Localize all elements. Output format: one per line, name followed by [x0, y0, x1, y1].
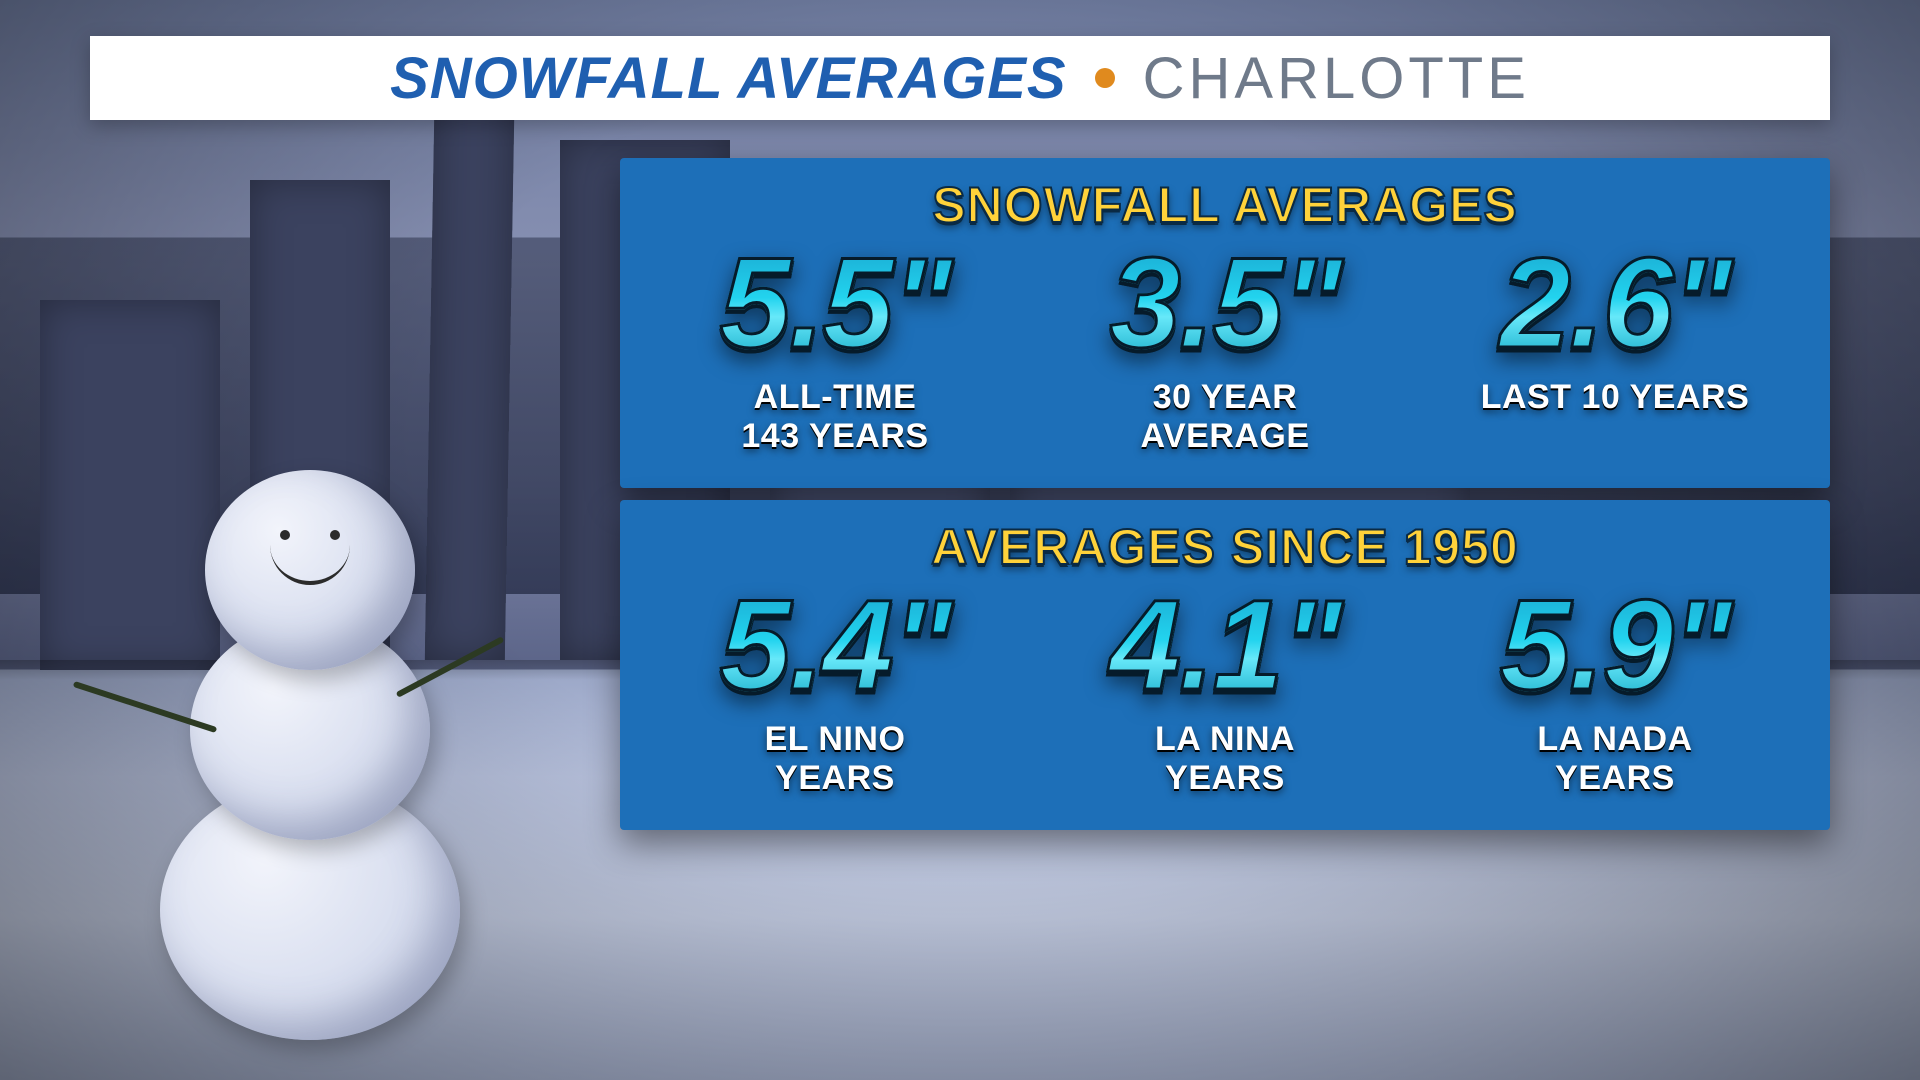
panel-averages-since-1950: AVERAGES SINCE 1950 5.4" EL NINO YEARS 4… — [620, 500, 1830, 830]
stat-value: 4.1" — [1038, 582, 1412, 710]
stat-label-line: ALL-TIME — [754, 378, 917, 416]
stat-label-line: YEARS — [1038, 759, 1412, 798]
stat-label: LA NINA YEARS — [1038, 720, 1412, 798]
stat-label: EL NINO YEARS — [648, 720, 1022, 798]
stat-label: LAST 10 YEARS — [1428, 378, 1802, 417]
stat-value: 3.5" — [1038, 240, 1412, 368]
title-bar: SNOWFALL AVERAGES CHARLOTTE — [90, 36, 1830, 120]
panel-title: SNOWFALL AVERAGES — [640, 176, 1810, 234]
stat-value: 5.9" — [1428, 582, 1802, 710]
stat-label-line: LA NADA — [1537, 720, 1692, 758]
stat-label-line: YEARS — [1428, 759, 1802, 798]
snowman-eye — [280, 530, 290, 540]
stat-label: ALL-TIME 143 YEARS — [648, 378, 1022, 456]
stat-col: 5.4" EL NINO YEARS — [640, 582, 1030, 798]
stat-col: 2.6" LAST 10 YEARS — [1420, 240, 1810, 417]
panel-columns: 5.4" EL NINO YEARS 4.1" LA NINA YEARS 5.… — [640, 582, 1810, 798]
stat-col: 4.1" LA NINA YEARS — [1030, 582, 1420, 798]
stat-col: 5.9" LA NADA YEARS — [1420, 582, 1810, 798]
stat-label-line: YEARS — [648, 759, 1022, 798]
panel-columns: 5.5" ALL-TIME 143 YEARS 3.5" 30 YEAR AVE… — [640, 240, 1810, 456]
stat-label-line: AVERAGE — [1038, 417, 1412, 456]
stat-col: 5.5" ALL-TIME 143 YEARS — [640, 240, 1030, 456]
stat-label: LA NADA YEARS — [1428, 720, 1802, 798]
stat-col: 3.5" 30 YEAR AVERAGE — [1030, 240, 1420, 456]
stat-label-line: EL NINO — [765, 720, 906, 758]
panel-title: AVERAGES SINCE 1950 — [640, 518, 1810, 576]
stat-value: 5.4" — [648, 582, 1022, 710]
stat-label-line: LAST 10 YEARS — [1481, 378, 1750, 416]
stat-label-line: 30 YEAR — [1153, 378, 1298, 416]
stat-label: 30 YEAR AVERAGE — [1038, 378, 1412, 456]
stat-value: 5.5" — [648, 240, 1022, 368]
stat-value: 2.6" — [1428, 240, 1802, 368]
snowman-eye — [330, 530, 340, 540]
panel-snowfall-averages: SNOWFALL AVERAGES 5.5" ALL-TIME 143 YEAR… — [620, 158, 1830, 488]
stat-label-line: LA NINA — [1155, 720, 1295, 758]
title-separator-dot — [1095, 68, 1115, 88]
stat-label-line: 143 YEARS — [648, 417, 1022, 456]
title-main: SNOWFALL AVERAGES — [390, 45, 1067, 112]
title-location: CHARLOTTE — [1143, 45, 1530, 112]
snowman-graphic — [160, 420, 460, 1040]
